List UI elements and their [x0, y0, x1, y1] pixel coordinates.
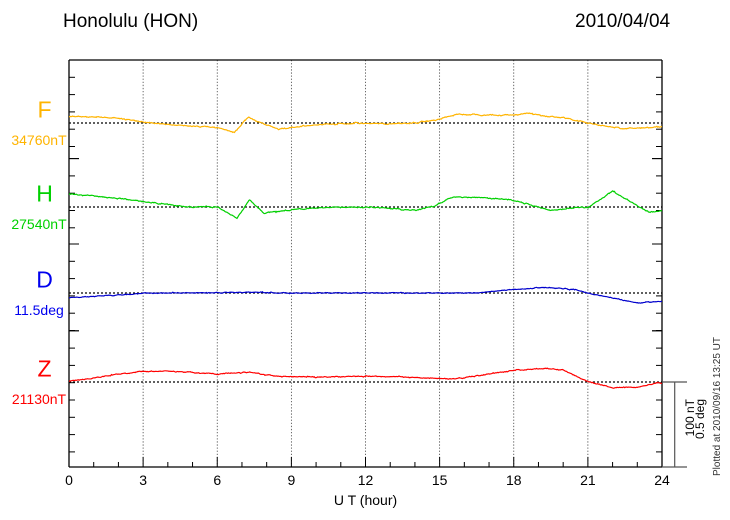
- svg-text:11.5deg: 11.5deg: [14, 302, 64, 318]
- svg-text:15: 15: [432, 472, 448, 488]
- svg-text:U T (hour): U T (hour): [334, 492, 397, 508]
- svg-text:0: 0: [65, 472, 73, 488]
- svg-text:2010/04/04: 2010/04/04: [575, 11, 671, 32]
- svg-text:21: 21: [580, 472, 596, 488]
- svg-text:24: 24: [654, 472, 670, 488]
- svg-text:3: 3: [139, 472, 147, 488]
- svg-text:9: 9: [287, 472, 295, 488]
- svg-text:Honolulu (HON): Honolulu (HON): [63, 11, 198, 32]
- svg-text:D: D: [36, 267, 53, 293]
- svg-text:21130nT: 21130nT: [12, 391, 67, 407]
- svg-text:6: 6: [213, 472, 221, 488]
- svg-text:12: 12: [358, 472, 374, 488]
- svg-text:34760nT: 34760nT: [11, 132, 67, 148]
- svg-text:F: F: [37, 97, 51, 123]
- svg-text:Z: Z: [37, 356, 51, 382]
- svg-text:H: H: [36, 181, 53, 207]
- svg-text:27540nT: 27540nT: [11, 216, 67, 232]
- svg-text:18: 18: [506, 472, 522, 488]
